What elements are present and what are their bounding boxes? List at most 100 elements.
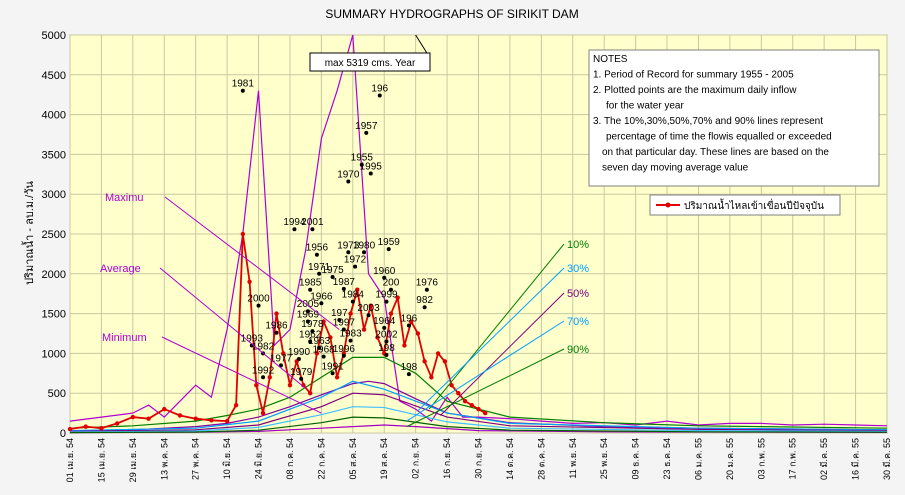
max-year-point — [384, 352, 389, 357]
max-year-point — [296, 356, 301, 361]
max-year-point — [377, 93, 382, 98]
max-year-label: 2005 — [297, 299, 320, 310]
y-tick-label: 3000 — [42, 189, 66, 201]
y-tick-label: 5000 — [42, 30, 66, 42]
max-year-point — [359, 162, 364, 167]
series-line — [69, 406, 888, 433]
current-year-point — [388, 311, 394, 316]
max-year-point — [317, 345, 322, 350]
current-year-point — [355, 287, 360, 292]
note-line: NOTES — [593, 54, 628, 65]
x-tick-label: 29 เม.ย. 54 — [128, 438, 138, 482]
max-year-label: 1994 — [283, 217, 306, 228]
series-tag-leader — [428, 243, 565, 410]
max-year-label: 1983 — [339, 329, 362, 340]
current-year-point — [99, 426, 104, 431]
max-year-label: 1966 — [310, 291, 333, 302]
series-tag-label: 30% — [567, 263, 589, 275]
max-year-label: 982 — [416, 295, 433, 306]
x-tick-label: 25 พ.ย. 54 — [599, 438, 609, 479]
max-year-point — [337, 317, 342, 322]
max-year-point — [341, 327, 346, 332]
max-year-point — [278, 363, 283, 368]
x-tick-label: 22 ก.ค. 54 — [316, 438, 326, 480]
note-line: percentage of time the flowis equalled o… — [606, 132, 832, 143]
chart-title: SUMMARY HYDROGRAPHS OF SIRIKIT DAM — [325, 7, 578, 21]
max-year-label: 2000 — [247, 294, 270, 305]
max-year-point — [310, 329, 315, 334]
x-tick-label: 23 ธ.ค. 54 — [662, 438, 672, 480]
max-year-label: 1990 — [288, 347, 311, 358]
current-year-point — [361, 327, 367, 332]
max-year-label: 1997 — [333, 318, 356, 329]
current-year-point — [321, 319, 326, 324]
current-year-point — [162, 406, 167, 412]
max-year-label: 1972 — [344, 255, 367, 266]
series-tag-leader — [164, 196, 340, 330]
max-year-label: 1963 — [308, 336, 331, 347]
max-label-text: max 5319 cms. Year — [325, 58, 416, 69]
y-tick-label: 3500 — [42, 149, 66, 161]
max-year-point — [388, 287, 393, 292]
current-year-point — [67, 426, 73, 432]
current-year-point — [281, 351, 286, 356]
series-line — [69, 380, 888, 432]
x-tick-label: 15 เม.ย. 54 — [96, 438, 106, 482]
max-year-label: 1982 — [252, 341, 275, 352]
max-year-label: 1996 — [333, 344, 356, 355]
series-tag-label: Maximu — [105, 192, 144, 204]
max-year-label: 1984 — [342, 290, 365, 301]
max-year-point — [384, 299, 389, 304]
max-year-point — [406, 323, 411, 328]
current-year-point — [314, 351, 320, 356]
y-tick-label: 1500 — [42, 309, 66, 321]
current-year-point — [348, 311, 353, 316]
max-year-point — [299, 376, 304, 381]
plot-area: 0 500 1000 1500 2000 2500 3000 3500 4000 4500 5000… — [42, 30, 892, 482]
x-tick-label: 13 พ.ค. 54 — [159, 438, 169, 480]
note-line: seven day moving average value — [602, 163, 749, 174]
max-year-label: 1976 — [416, 278, 439, 289]
series-line — [69, 392, 888, 432]
max-year-label: 197 — [331, 308, 348, 319]
max-year-label: 1992 — [252, 365, 275, 376]
max-year-label: 1977 — [270, 353, 293, 364]
series-tag-leader — [161, 336, 322, 414]
legend-label: ปริมาณน้ำไหลเข้าเขื่อนปีปัจจุบัน — [684, 198, 824, 212]
x-tick-label: 14 ต.ค. 54 — [505, 438, 515, 480]
max-year-label: 1957 — [355, 121, 378, 132]
series-line — [69, 416, 888, 434]
max-year-label: 196 — [371, 83, 388, 94]
max-year-label: 1981 — [232, 79, 255, 90]
current-year-point — [483, 410, 488, 416]
series-tag-label: 50% — [567, 288, 589, 300]
current-year-point — [422, 359, 427, 364]
x-tick-label: 24 มิ.ย. 54 — [254, 438, 264, 479]
series-line — [69, 424, 888, 434]
x-tick-label: 16 ก.ย. 54 — [442, 438, 452, 479]
max-year-point — [308, 339, 313, 344]
max-label-box — [309, 52, 431, 72]
max-year-label: 1973 — [337, 240, 360, 251]
current-year-point — [469, 402, 474, 408]
x-tick-label: 02 ก.ย. 54 — [411, 438, 421, 479]
series-tag-label: 10% — [567, 239, 589, 251]
max-year-label: 196 — [401, 314, 418, 325]
x-tick-label: 10 มิ.ย. 54 — [222, 438, 232, 479]
max-year-point — [346, 250, 351, 255]
current-year-point — [456, 391, 461, 396]
series-tag-leader — [417, 267, 565, 412]
max-year-point — [321, 354, 326, 359]
y-tick-label: 500 — [48, 388, 66, 400]
current-year-point — [260, 410, 266, 416]
series-line — [69, 34, 888, 427]
x-tick-label: 19 ส.ค. 54 — [379, 438, 389, 480]
max-year-point — [240, 88, 245, 93]
max-year-label: 1956 — [306, 243, 329, 254]
x-tick-label: 16 มี.ค. 55 — [851, 438, 861, 480]
current-year-point — [328, 335, 333, 340]
current-year-point — [267, 375, 272, 380]
max-year-point — [406, 372, 411, 377]
max-year-label: 1986 — [265, 321, 288, 332]
